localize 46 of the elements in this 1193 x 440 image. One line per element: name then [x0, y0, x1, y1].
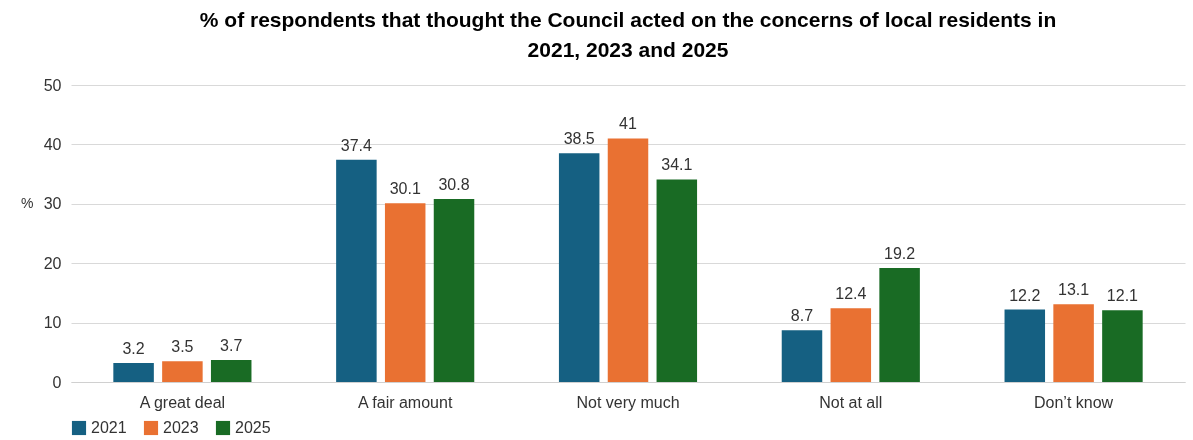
- data-label: 8.7: [790, 307, 814, 325]
- data-label: 12.1: [1106, 287, 1139, 305]
- x-tick-label: Don’t know: [1034, 393, 1114, 411]
- data-label: 30.1: [389, 180, 421, 198]
- x-tick-label: Not at all: [819, 393, 883, 411]
- bar: [384, 203, 426, 382]
- bar: [781, 330, 823, 382]
- data-label: 3.5: [171, 338, 194, 356]
- legend-label: 2021: [91, 419, 127, 436]
- chart-title: % of respondents that thought the Council acted on the concerns of local residents in 2021, 2023 and 2025: [199, 8, 1057, 61]
- x-tick-label: A fair amount: [358, 393, 453, 411]
- data-label: 3.2: [122, 339, 145, 357]
- data-label: 19.2: [884, 244, 916, 262]
- data-label: 3.7: [220, 337, 243, 355]
- bar: [558, 153, 600, 382]
- bar: [607, 138, 649, 382]
- y-tick-label: 10: [43, 314, 62, 332]
- data-label: 30.8: [438, 176, 470, 194]
- data-label: 38.5: [563, 130, 595, 148]
- y-tick-label: 40: [43, 135, 62, 153]
- data-label: 34.1: [661, 156, 693, 174]
- bar: [1053, 304, 1094, 382]
- bar: [336, 159, 377, 382]
- bar: [656, 179, 698, 382]
- y-tick-label: 0: [52, 373, 62, 391]
- legend-label: 2025: [235, 419, 271, 436]
- bar: [830, 308, 872, 382]
- y-tick-label: 30: [43, 195, 62, 213]
- data-label: 41: [619, 115, 637, 133]
- bar: [1102, 310, 1143, 382]
- y-axis-title: %: [21, 194, 34, 211]
- y-tick-label: 50: [43, 76, 62, 94]
- bar: [433, 199, 475, 382]
- x-tick-label: Not very much: [576, 393, 680, 411]
- data-label: 12.4: [835, 285, 867, 303]
- bar: [210, 360, 252, 382]
- x-tick-label: A great deal: [139, 393, 226, 411]
- data-label: 12.2: [1009, 286, 1041, 304]
- bar: [113, 362, 154, 382]
- bar: [1004, 309, 1046, 382]
- y-tick-label: 20: [43, 254, 62, 272]
- bar: [879, 267, 920, 382]
- bar: [162, 361, 203, 382]
- data-label: 13.1: [1058, 281, 1090, 299]
- legend-label: 2023: [163, 419, 199, 436]
- data-label: 37.4: [340, 136, 373, 154]
